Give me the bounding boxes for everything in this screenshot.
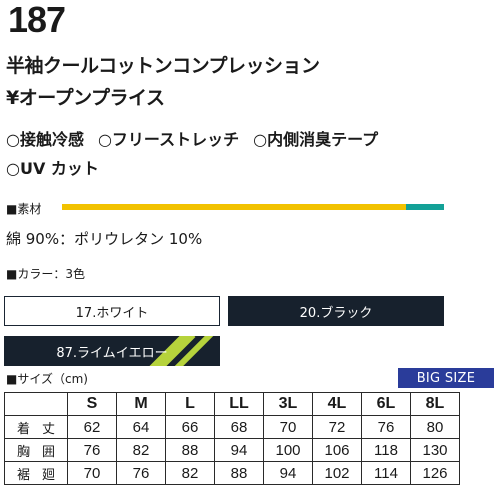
table-cell: 62 bbox=[67, 415, 117, 439]
size-row-chest: 胸囲 76 82 88 94 100 106 118 130 bbox=[4, 438, 460, 462]
big-size-badge: BIG SIZE bbox=[398, 368, 494, 388]
table-cell: 126 bbox=[410, 461, 460, 485]
size-col-8l: 8L bbox=[410, 392, 460, 416]
table-cell: 94 bbox=[214, 438, 264, 462]
size-header-corner bbox=[4, 392, 68, 416]
color-swatch-lime-yellow: 87.ライムイエロー bbox=[4, 336, 220, 366]
material-bar-polyurethane bbox=[406, 204, 444, 210]
table-cell: 94 bbox=[263, 461, 313, 485]
table-cell: 76 bbox=[361, 415, 411, 439]
row-label-chest: 胸囲 bbox=[4, 438, 68, 462]
feature-deodorant-tape: ○内側消臭テープ bbox=[253, 130, 379, 149]
size-col-3l: 3L bbox=[263, 392, 313, 416]
size-col-m: M bbox=[116, 392, 166, 416]
table-cell: 82 bbox=[165, 461, 215, 485]
size-col-l: L bbox=[165, 392, 215, 416]
table-cell: 76 bbox=[67, 438, 117, 462]
table-cell: 72 bbox=[312, 415, 362, 439]
color-name-white: 17.ホワイト bbox=[75, 305, 149, 321]
table-cell: 66 bbox=[165, 415, 215, 439]
material-label: ■素材 bbox=[6, 202, 42, 216]
size-row-length: 着丈 62 64 66 68 70 72 76 80 bbox=[4, 415, 460, 439]
table-cell: 70 bbox=[263, 415, 313, 439]
table-cell: 130 bbox=[410, 438, 460, 462]
color-swatch-black: 20.ブラック bbox=[228, 296, 444, 326]
material-composition: 綿 90%：ポリウレタン 10% bbox=[6, 230, 203, 248]
table-cell: 102 bbox=[312, 461, 362, 485]
size-table: S M L LL 3L 4L 6L 8L 着丈 62 64 66 68 70 7… bbox=[4, 392, 460, 485]
row-label-hem: 裾廻 bbox=[4, 461, 68, 485]
product-price: ¥オープンプライス bbox=[6, 87, 165, 109]
table-cell: 88 bbox=[214, 461, 264, 485]
size-col-s: S bbox=[67, 392, 117, 416]
product-number: 187 bbox=[8, 0, 66, 40]
color-label: ■カラー：3色 bbox=[6, 267, 85, 281]
size-header-row: S M L LL 3L 4L 6L 8L bbox=[4, 392, 460, 416]
table-cell: 114 bbox=[361, 461, 411, 485]
table-cell: 100 bbox=[263, 438, 313, 462]
color-name-black: 20.ブラック bbox=[299, 305, 373, 321]
size-col-6l: 6L bbox=[361, 392, 411, 416]
feature-cooling: ○接触冷感 bbox=[6, 130, 84, 149]
feature-stretch: ○フリーストレッチ bbox=[97, 130, 240, 149]
size-label: ■サイズ（cm) bbox=[6, 372, 88, 386]
row-label-length: 着丈 bbox=[4, 415, 68, 439]
size-col-4l: 4L bbox=[312, 392, 362, 416]
product-name: 半袖クールコットンコンプレッション bbox=[6, 55, 320, 77]
table-cell: 88 bbox=[165, 438, 215, 462]
size-col-ll: LL bbox=[214, 392, 264, 416]
feature-list-row2: ○UV カット bbox=[6, 159, 99, 179]
table-cell: 118 bbox=[361, 438, 411, 462]
table-cell: 80 bbox=[410, 415, 460, 439]
color-swatch-white: 17.ホワイト bbox=[4, 296, 220, 326]
feature-list: ○接触冷感 ○フリーストレッチ ○内側消臭テープ bbox=[6, 130, 378, 150]
table-cell: 82 bbox=[116, 438, 166, 462]
table-cell: 64 bbox=[116, 415, 166, 439]
size-row-hem: 裾廻 70 76 82 88 94 102 114 126 bbox=[4, 461, 460, 485]
color-name-lime-yellow: 87.ライムイエロー bbox=[56, 345, 168, 361]
feature-uv-cut: ○UV カット bbox=[6, 159, 99, 178]
material-bar-cotton bbox=[62, 204, 406, 210]
table-cell: 76 bbox=[116, 461, 166, 485]
table-cell: 70 bbox=[67, 461, 117, 485]
table-cell: 106 bbox=[312, 438, 362, 462]
table-cell: 68 bbox=[214, 415, 264, 439]
